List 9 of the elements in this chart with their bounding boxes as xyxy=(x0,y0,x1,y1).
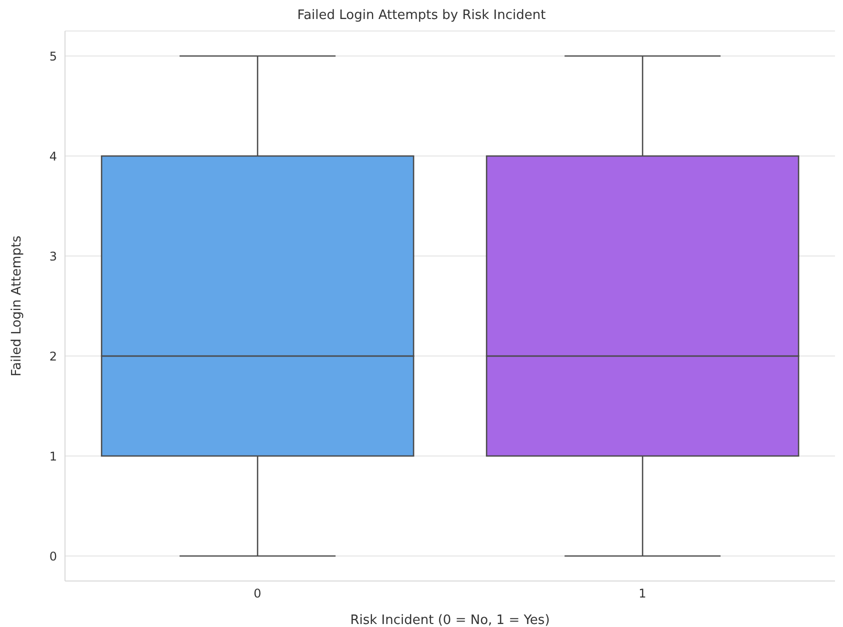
y-axis-title: Failed Login Attempts xyxy=(10,235,25,376)
x-axis-title: Risk Incident (0 = No, 1 = Yes) xyxy=(350,613,550,627)
y-tick-label: 3 xyxy=(49,249,57,264)
y-tick-label: 2 xyxy=(49,349,57,364)
chart-title: Failed Login Attempts by Risk Incident xyxy=(296,8,547,25)
y-tick-label: 5 xyxy=(49,49,57,64)
y-tick-label: 4 xyxy=(49,149,57,164)
y-tick-label: 1 xyxy=(49,449,57,464)
y-tick-label: 0 xyxy=(49,549,57,564)
